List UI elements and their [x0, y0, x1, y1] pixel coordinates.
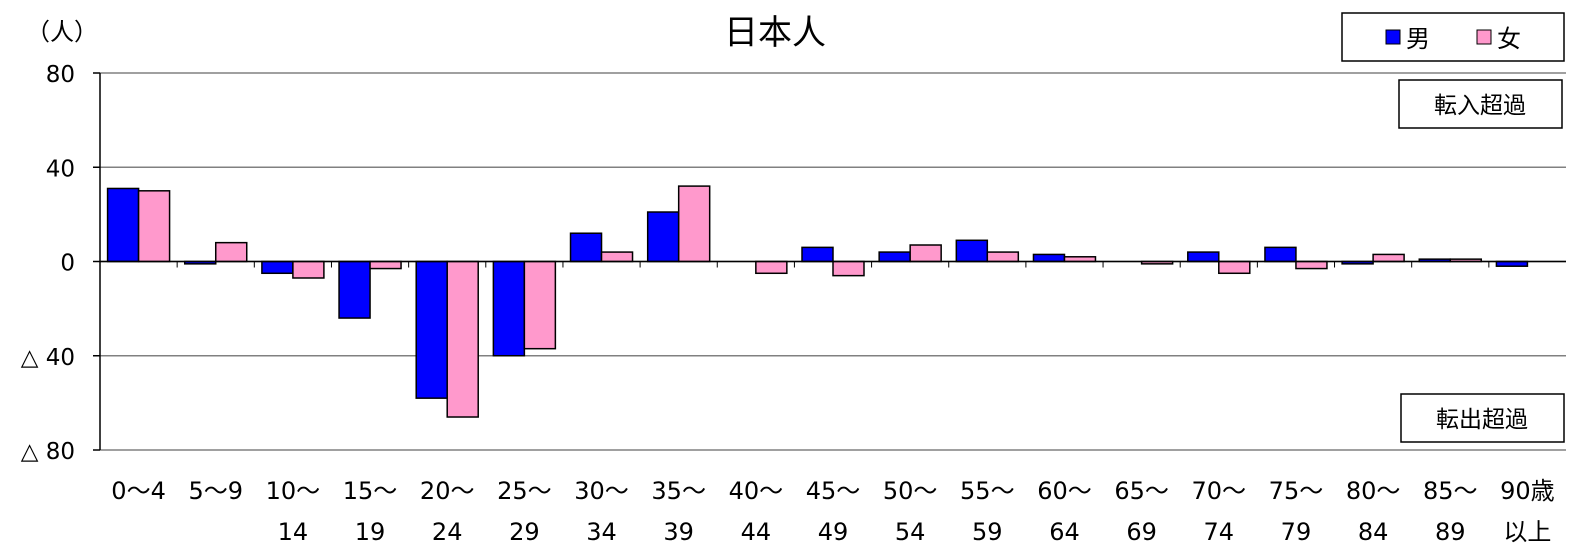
x-tick-label-9-line2: 49 — [818, 518, 849, 546]
legend-swatch-male — [1385, 29, 1401, 45]
x-tick-label-4: 20～ — [420, 477, 475, 505]
annotation-outflow-box — [1400, 393, 1565, 443]
x-tick-label-5: 25～ — [497, 477, 552, 505]
x-tick-label-16: 80～ — [1346, 477, 1401, 505]
y-axis-unit-label: （人） — [26, 18, 98, 46]
x-tick-label-18: 90歳 — [1500, 477, 1555, 505]
bars-layer — [106, 185, 1529, 418]
bar-male-11 — [955, 239, 989, 263]
x-tick-label-2: 10～ — [266, 477, 321, 505]
x-tick-label-14: 70～ — [1192, 477, 1247, 505]
legend-label-female: 女 — [1497, 25, 1521, 53]
annotation-outflow-label: 転出超過 — [1436, 407, 1528, 433]
bar-female-10 — [909, 244, 942, 263]
x-tick-label-10: 50～ — [883, 477, 938, 505]
bar-female-14 — [1218, 260, 1251, 275]
x-tick-label-6-line2: 34 — [586, 518, 617, 546]
x-tick-label-11: 55～ — [960, 477, 1015, 505]
chart-title: 日本人 — [724, 13, 826, 53]
x-tick-label-8: 40～ — [729, 477, 784, 505]
bar-male-0 — [106, 187, 140, 263]
annotation-inflow: 転入超過 — [1398, 79, 1563, 129]
bar-male-15 — [1264, 246, 1297, 263]
x-tick-label-11-line2: 59 — [972, 518, 1003, 546]
x-tick-label-12: 60～ — [1037, 477, 1092, 505]
annotation-inflow-label: 転入超過 — [1434, 93, 1526, 119]
bar-male-10 — [878, 251, 911, 263]
bar-female-5 — [523, 260, 557, 350]
x-tick-label-8-line2: 44 — [741, 518, 772, 546]
x-tick-label-17: 85～ — [1423, 477, 1478, 505]
bar-female-1 — [214, 241, 248, 263]
bar-female-2 — [292, 260, 325, 279]
x-tick-label-6: 30～ — [574, 477, 629, 505]
bar-male-3 — [338, 260, 371, 319]
bar-male-5 — [492, 260, 526, 357]
x-tick-label-0: 0～4 — [111, 477, 166, 505]
x-tick-label-9: 45～ — [806, 477, 861, 505]
bar-female-0 — [137, 190, 171, 263]
axis-layer: 80 40 0 △ 40 △ 80 0～4 5～9 10～ 14 15～ 19 20～ 24 25～ 29 3… — [21, 62, 1566, 546]
bar-male-2 — [261, 260, 294, 275]
x-tick-label-18-line2: 以上 — [1503, 518, 1551, 546]
x-tick-label-14-line2: 74 — [1204, 518, 1235, 546]
bar-female-8 — [755, 260, 788, 275]
x-tick-label-16-line2: 84 — [1358, 518, 1389, 546]
y-tick-label-3: △ 40 — [21, 345, 75, 371]
x-tick-label-2-line2: 14 — [278, 518, 309, 546]
x-tick-label-5-line2: 29 — [509, 518, 540, 546]
x-tick-label-17-line2: 89 — [1435, 518, 1466, 546]
x-tick-label-3: 15～ — [343, 477, 398, 505]
annotation-inflow-box — [1398, 79, 1563, 129]
legend-swatch-female — [1476, 29, 1492, 45]
bar-male-4 — [415, 260, 448, 399]
annotation-outflow: 転出超過 — [1400, 393, 1565, 443]
x-tick-label-4-line2: 24 — [432, 518, 463, 546]
bar-male-14 — [1187, 251, 1220, 263]
bar-female-7 — [677, 185, 711, 263]
y-tick-label-2: 0 — [60, 251, 75, 277]
x-tick-label-3-line2: 19 — [355, 518, 386, 546]
bar-male-7 — [646, 211, 680, 263]
bar-female-6 — [600, 251, 634, 263]
x-tick-label-12-line2: 64 — [1049, 518, 1080, 546]
bar-female-4 — [446, 260, 479, 418]
bar-female-9 — [832, 260, 865, 277]
x-tick-label-7: 35～ — [651, 477, 706, 505]
x-tick-label-7-line2: 39 — [663, 518, 694, 546]
y-tick-label-0: 80 — [46, 62, 75, 88]
bar-female-15 — [1295, 260, 1328, 270]
bar-female-16 — [1372, 253, 1405, 263]
y-tick-label-1: 40 — [46, 156, 75, 182]
bar-female-11 — [986, 251, 1020, 263]
x-tick-label-15: 75～ — [1269, 477, 1324, 505]
bar-male-9 — [801, 246, 834, 263]
legend: 男 女 — [1341, 12, 1565, 62]
bar-male-6 — [569, 232, 603, 263]
bar-male-12 — [1032, 253, 1066, 263]
legend-label-male: 男 — [1406, 25, 1430, 53]
legend-box — [1341, 12, 1565, 62]
y-tick-label-4: △ 80 — [21, 439, 75, 465]
bar-female-3 — [369, 260, 402, 270]
x-tick-label-1: 5～9 — [188, 477, 243, 505]
x-tick-label-13: 65～ — [1114, 477, 1169, 505]
x-tick-label-10-line2: 54 — [895, 518, 926, 546]
x-tick-label-13-line2: 69 — [1126, 518, 1157, 546]
x-tick-label-15-line2: 79 — [1281, 518, 1312, 546]
